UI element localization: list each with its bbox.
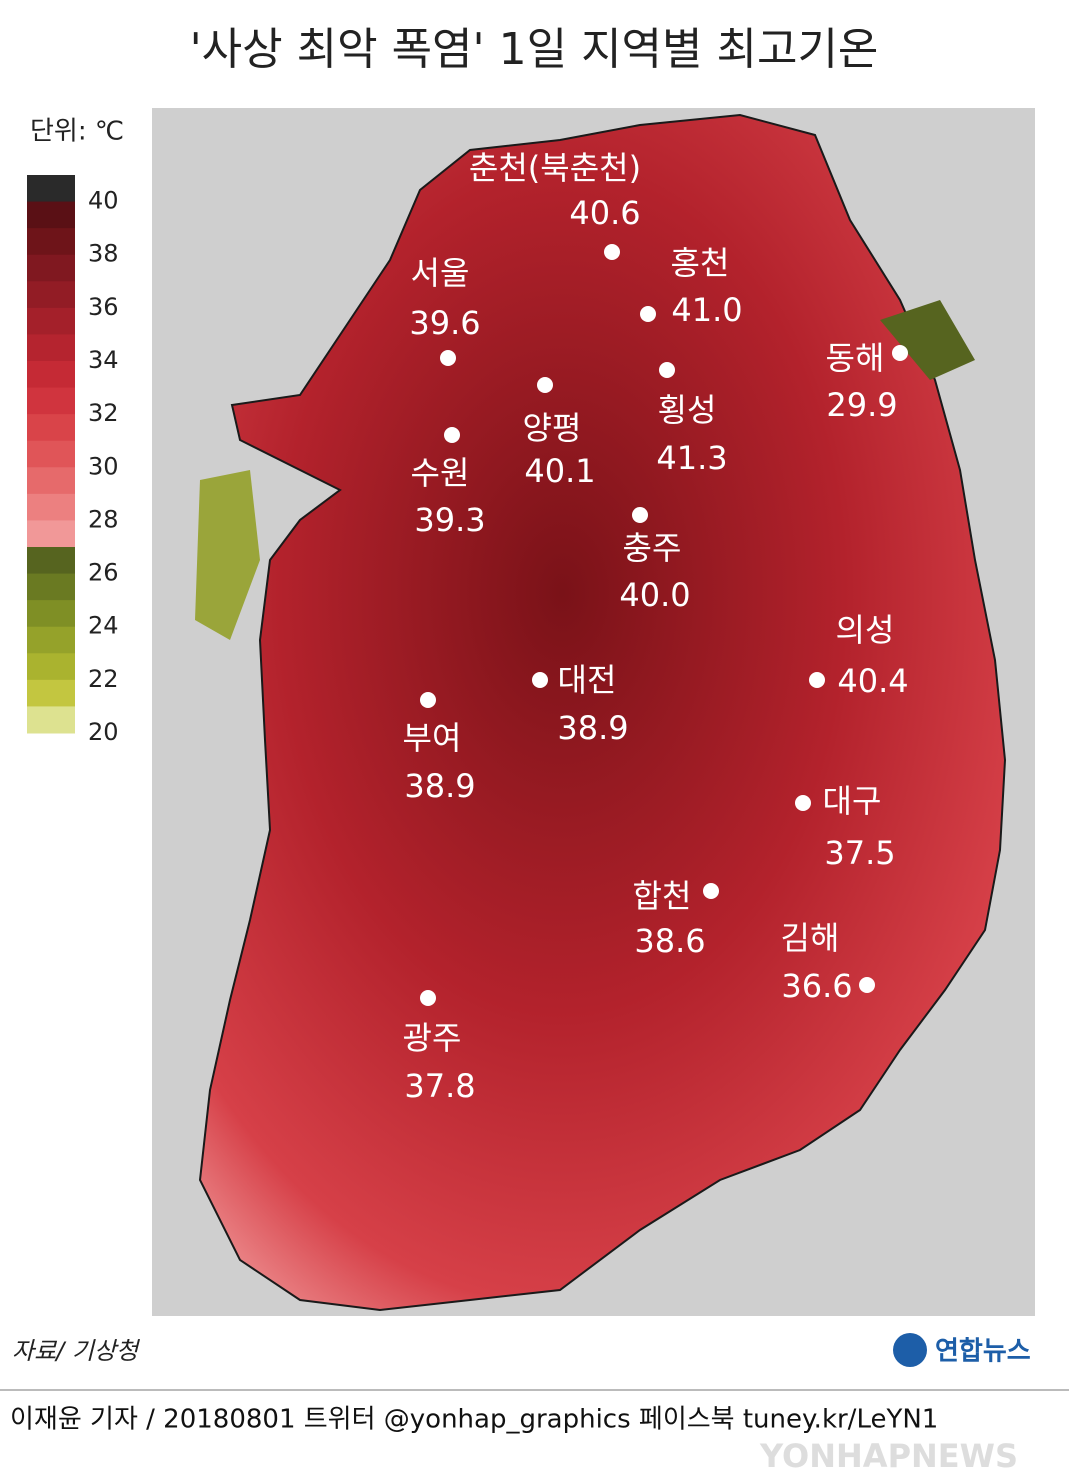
city-name: 김해 <box>781 919 840 957</box>
city-name: 부여 <box>403 719 462 757</box>
city-dot <box>440 350 456 366</box>
city-dot <box>420 692 436 708</box>
legend-swatch <box>27 467 75 495</box>
legend-swatch <box>27 228 75 256</box>
legend-swatch <box>27 573 75 601</box>
logo-icon <box>893 1333 927 1367</box>
legend-tick-label: 32 <box>88 399 119 427</box>
legend-swatch <box>27 281 75 309</box>
city-dot <box>795 795 811 811</box>
source: 자료/ 기상청 <box>12 1337 141 1365</box>
legend-tick-label: 26 <box>88 559 119 587</box>
legend-swatch <box>27 706 75 734</box>
city-name: 대전 <box>558 661 617 699</box>
city-name: 의성 <box>836 611 895 649</box>
city-name: 합천 <box>633 877 692 915</box>
legend-tick-label: 40 <box>88 187 119 215</box>
unit: 단위: ℃ <box>30 117 124 147</box>
city-name: 대구 <box>823 782 882 820</box>
legend-swatch <box>27 440 75 468</box>
watermark: YONHAPNEWS <box>759 1437 1018 1475</box>
city-name: 횡성 <box>658 391 717 429</box>
city-name: 춘천(북춘천) <box>469 149 641 187</box>
city-dot <box>892 345 908 361</box>
city-dot <box>859 977 875 993</box>
city-value: 38.9 <box>557 709 628 747</box>
logo: 연합뉴스 <box>935 1337 1031 1367</box>
legend-swatch <box>27 493 75 521</box>
city-value: 40.0 <box>619 576 690 614</box>
legend-tick-label: 22 <box>88 665 119 693</box>
city-value: 37.5 <box>824 834 895 872</box>
city-value: 37.8 <box>404 1067 475 1105</box>
legend-tick-label: 20 <box>88 718 119 746</box>
city-name: 서울 <box>411 254 470 292</box>
legend: 40 38 36 34 32 30 28 26 24 22 20 <box>27 175 119 746</box>
city-dot <box>532 672 548 688</box>
city-value: 40.6 <box>569 194 640 232</box>
city-value: 38.9 <box>404 767 475 805</box>
legend-swatch <box>27 334 75 362</box>
city-dot <box>444 427 460 443</box>
legend-swatch <box>27 679 75 707</box>
legend-swatch <box>27 653 75 681</box>
legend-swatch <box>27 414 75 442</box>
legend-swatch <box>27 600 75 628</box>
city-value: 39.3 <box>414 501 485 539</box>
city-value: 36.6 <box>781 967 852 1005</box>
legend-tick-label: 30 <box>88 452 119 480</box>
cities: 춘천(북춘천) 40.6 홍천 41.0 서울 39.6 동해 29.9 양평 40.1 횡성 41.… <box>403 149 909 1105</box>
city-name: 충주 <box>623 529 682 567</box>
legend-tick-label: 34 <box>88 346 119 374</box>
city-value: 29.9 <box>826 386 897 424</box>
legend-swatch <box>27 307 75 335</box>
legend-swatch <box>27 547 75 575</box>
legend-swatch <box>27 201 75 229</box>
city-dot <box>420 990 436 1006</box>
city-dot <box>537 377 553 393</box>
legend-swatch <box>27 254 75 282</box>
city-dot <box>659 362 675 378</box>
city-value: 38.6 <box>634 922 705 960</box>
city-dot <box>632 507 648 523</box>
city-name: 동해 <box>826 339 885 377</box>
city-name: 홍천 <box>671 244 730 282</box>
title: '사상 최악 폭염' 1일 지역별 최고기온 <box>190 24 879 75</box>
legend-swatch <box>27 361 75 389</box>
legend-tick-label: 24 <box>88 612 119 640</box>
city-value: 40.1 <box>524 452 595 490</box>
legend-swatch <box>27 520 75 548</box>
legend-tick-label: 36 <box>88 293 119 321</box>
legend-swatch <box>27 387 75 415</box>
city-dot <box>604 244 620 260</box>
korea-map <box>198 113 1007 1312</box>
credits: 이재윤 기자 / 20180801 트위터 @yonhap_graphics 페… <box>10 1405 938 1435</box>
city-dot <box>809 672 825 688</box>
city-value: 41.3 <box>656 439 727 477</box>
city-name: 양평 <box>523 409 582 447</box>
sea-area <box>880 300 975 380</box>
legend-swatch <box>27 175 75 203</box>
legend-swatch <box>27 626 75 654</box>
city-dot <box>703 883 719 899</box>
city-dot <box>640 306 656 322</box>
sea-area <box>195 470 260 640</box>
city-name: 광주 <box>403 1019 462 1057</box>
city-value: 39.6 <box>409 304 480 342</box>
city-value: 40.4 <box>837 662 908 700</box>
legend-tick-label: 28 <box>88 505 119 533</box>
city-name: 수원 <box>411 454 470 492</box>
legend-tick-label: 38 <box>88 240 119 268</box>
city-value: 41.0 <box>671 291 742 329</box>
